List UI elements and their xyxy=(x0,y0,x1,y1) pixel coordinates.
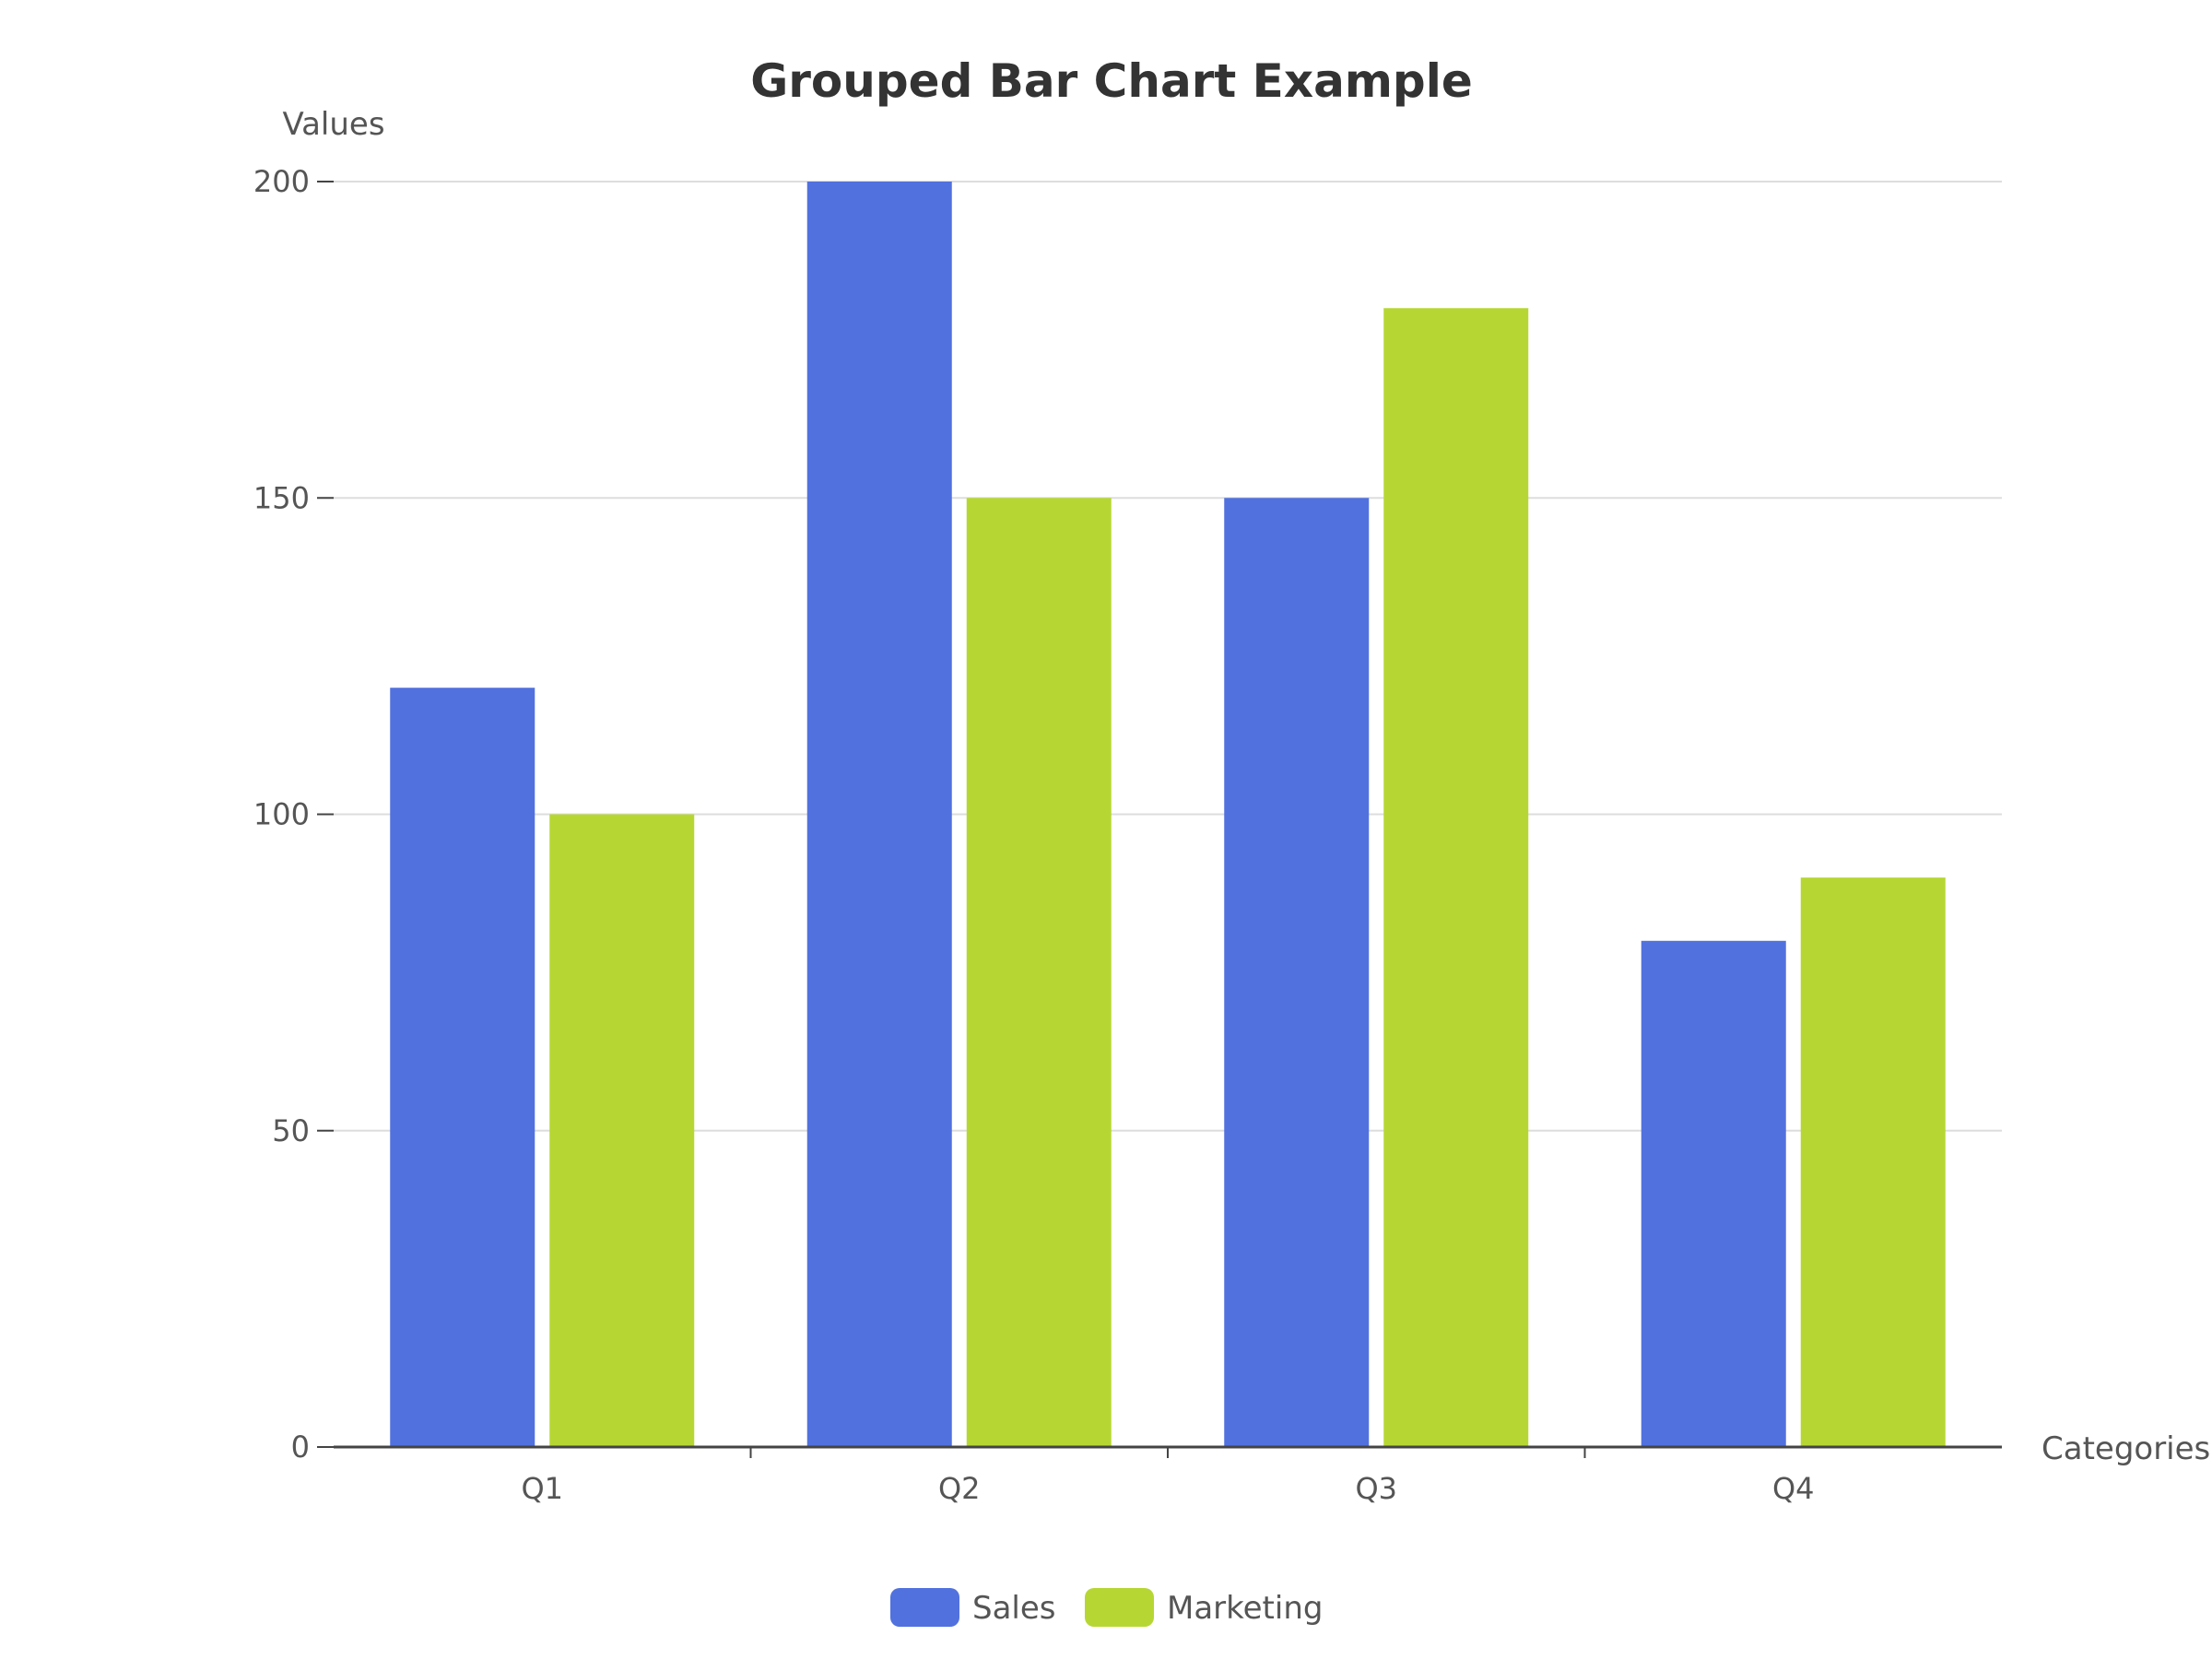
x-tick-label: Q4 xyxy=(1772,1471,1815,1506)
y-tick-label: 100 xyxy=(253,797,310,832)
y-tick-label: 50 xyxy=(272,1113,310,1148)
x-tick-label: Q3 xyxy=(1355,1471,1397,1506)
y-axis-ticks: 0 50 100 150 200 xyxy=(253,164,334,1465)
chart-title: Grouped Bar Chart Example xyxy=(750,54,1473,108)
bar-sales-q1[interactable] xyxy=(390,688,535,1447)
legend-label: Sales xyxy=(972,1590,1056,1627)
x-tick-label: Q2 xyxy=(938,1471,981,1506)
y-tick-label: 150 xyxy=(253,480,310,515)
bar-sales-q4[interactable] xyxy=(1641,940,1786,1447)
legend-swatch xyxy=(890,1588,959,1627)
legend[interactable]: Sales Marketing xyxy=(890,1588,1323,1627)
bar-sales-q3[interactable] xyxy=(1224,498,1370,1447)
legend-swatch xyxy=(1085,1588,1154,1627)
legend-item-sales[interactable]: Sales xyxy=(890,1588,1056,1627)
bar-marketing-q2[interactable] xyxy=(966,498,1112,1447)
x-axis-ticks: Q1 Q2 Q3 Q4 xyxy=(521,1447,1815,1506)
bar-marketing-q1[interactable] xyxy=(549,814,695,1448)
legend-label: Marketing xyxy=(1167,1590,1323,1627)
bar-marketing-q4[interactable] xyxy=(1800,877,1946,1447)
legend-item-marketing[interactable]: Marketing xyxy=(1085,1588,1323,1627)
bar-marketing-q3[interactable] xyxy=(1383,308,1529,1447)
y-tick-label: 0 xyxy=(291,1430,310,1465)
y-tick-label: 200 xyxy=(253,164,310,199)
x-axis-title: Categories xyxy=(2041,1430,2210,1467)
bars xyxy=(390,182,1946,1447)
y-axis-title: Values xyxy=(282,106,384,143)
bar-sales-q2[interactable] xyxy=(806,182,952,1447)
x-tick-label: Q1 xyxy=(521,1471,563,1506)
